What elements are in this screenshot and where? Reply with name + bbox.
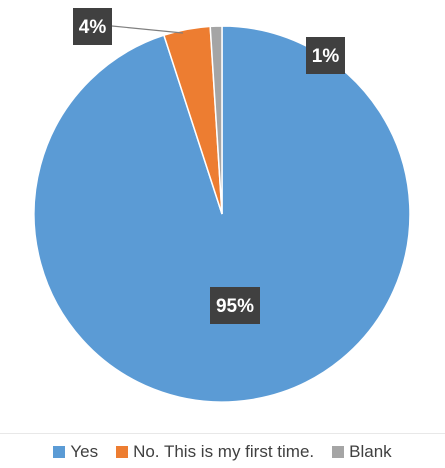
pie-slices (33, 25, 411, 403)
legend-item-blank: Blank (332, 442, 392, 462)
data-label-no-box: 4% (73, 8, 112, 45)
data-label-yes: 95% (216, 296, 254, 317)
legend-label-blank: Blank (349, 442, 392, 461)
legend-item-yes: Yes (53, 442, 98, 462)
pie-slice-blank (209, 25, 223, 215)
legend-item-no: No. This is my first time. (116, 442, 314, 462)
legend: Yes No. This is my first time. Blank (0, 433, 445, 462)
legend-swatch-blank (332, 446, 345, 458)
data-label-blank-box: 1% (306, 37, 345, 74)
data-label-yes-box: 95% (210, 287, 260, 324)
legend-swatch-yes (53, 446, 66, 458)
legend-label-yes: Yes (70, 442, 99, 461)
legend-swatch-no (116, 446, 129, 458)
data-label-no: 4% (79, 17, 107, 38)
leader-line-no (111, 25, 184, 34)
legend-label-no: No. This is my first time. (133, 442, 315, 461)
data-label-blank: 1% (312, 46, 340, 67)
